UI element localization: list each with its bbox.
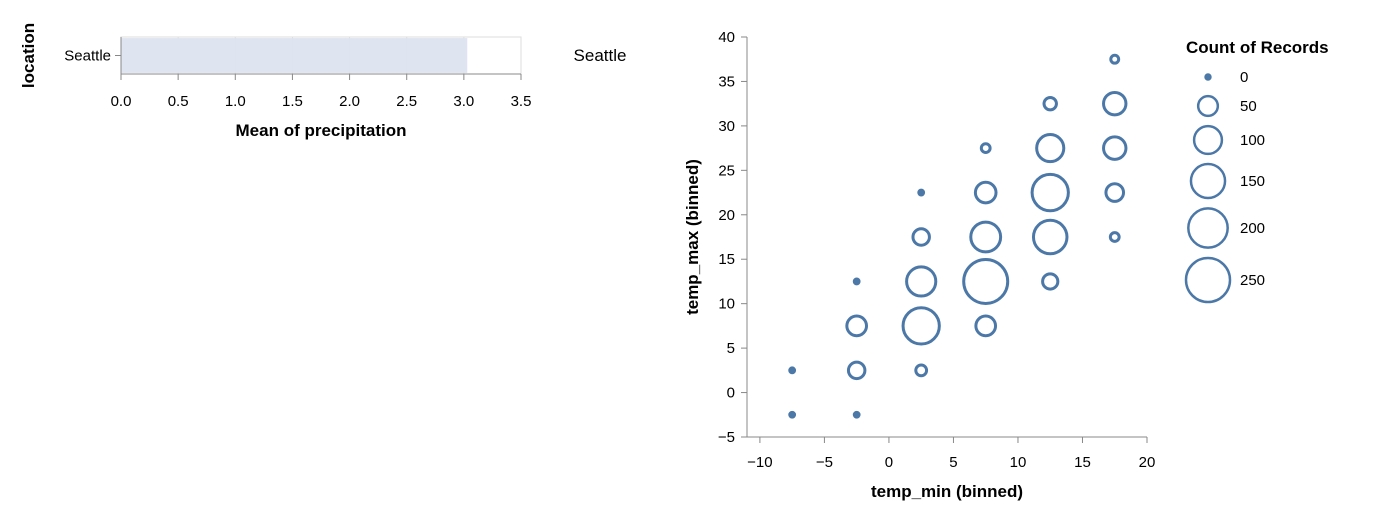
scatter-point <box>1109 53 1121 65</box>
scatter-point <box>911 227 931 247</box>
scatter-x-tick-label: 10 <box>1010 454 1027 471</box>
scatter-point <box>917 188 926 197</box>
legend-label: 250 <box>1240 272 1265 289</box>
legend-symbol <box>1192 124 1224 156</box>
scatter-y-tick-label: 15 <box>718 251 735 268</box>
bar-y-tick-label: Seattle <box>64 48 111 65</box>
scatter-y-tick-label: 5 <box>727 340 735 357</box>
precipitation-bar-seattle <box>121 38 468 73</box>
scatter-point <box>973 180 998 205</box>
scatter-x-axis: −10 −5 0 5 10 15 20 <box>747 436 1156 471</box>
legend-label: 0 <box>1240 69 1248 86</box>
scatter-point <box>974 314 998 338</box>
scatter-point <box>914 363 929 378</box>
bar-x-tick-label: 0.0 <box>111 93 132 110</box>
scatter-point <box>852 277 861 286</box>
scatter-point <box>1108 231 1121 243</box>
scatter-y-tick-label: 35 <box>718 73 735 90</box>
legend-title: Count of Records <box>1186 38 1329 57</box>
bar-x-tick-label: 3.5 <box>511 93 532 110</box>
scatter-point <box>979 142 992 155</box>
scatter-point <box>962 257 1010 305</box>
bar-x-tick-label: 2.5 <box>396 93 417 110</box>
scatter-x-tick-label: 5 <box>949 454 957 471</box>
bar-x-tick-label: 1.5 <box>282 93 303 110</box>
bar-chart-x-axis: 0.0 0.5 1.0 1.5 2.0 2.5 3.0 3.5 <box>111 73 532 110</box>
legend-symbol <box>1204 73 1212 81</box>
scatter-y-axis: −5 0 5 10 15 20 25 30 35 40 <box>718 29 748 446</box>
facet-label-seattle: Seattle <box>574 46 627 65</box>
legend-label: 200 <box>1240 220 1265 237</box>
precipitation-bar-chart: 0.0 0.5 1.0 1.5 2.0 2.5 3.0 3.5 Seattle Mean of… <box>19 23 531 140</box>
scatter-y-axis-title: temp_max (binned) <box>683 159 702 315</box>
scatter-x-tick-label: 20 <box>1139 454 1156 471</box>
size-legend: Count of Records 0 50 100 150 200 250 <box>1184 38 1329 304</box>
legend-label: 100 <box>1240 132 1265 149</box>
scatter-x-tick-label: −5 <box>816 454 833 471</box>
legend-symbol <box>1187 207 1229 249</box>
legend-symbol <box>1184 256 1232 304</box>
bar-chart-y-axis: Seattle <box>64 37 122 74</box>
scatter-y-tick-label: 10 <box>718 296 735 313</box>
scatter-point <box>788 410 797 419</box>
scatter-point <box>788 366 797 375</box>
scatter-point <box>1035 133 1066 164</box>
scatter-point <box>1031 218 1069 256</box>
scatter-point <box>901 306 941 346</box>
scatter-x-tick-label: −10 <box>747 454 772 471</box>
legend-label: 150 <box>1240 173 1265 190</box>
scatter-point <box>846 360 867 381</box>
scatter-point <box>1030 172 1070 213</box>
scatter-y-tick-label: 20 <box>718 207 735 224</box>
legend-items: 0 50 100 150 200 250 <box>1184 69 1265 304</box>
scatter-y-tick-label: −5 <box>718 429 735 446</box>
scatter-point <box>905 265 938 298</box>
legend-symbol <box>1196 94 1220 118</box>
bar-x-tick-label: 1.0 <box>225 93 246 110</box>
scatter-point <box>1102 135 1128 161</box>
bar-chart-y-axis-title: location <box>19 23 38 88</box>
bar-x-tick-label: 0.5 <box>168 93 189 110</box>
scatter-x-tick-label: 0 <box>885 454 893 471</box>
legend-symbol <box>1189 162 1227 200</box>
scatter-y-tick-label: 0 <box>727 385 735 402</box>
bar-chart-x-axis-title: Mean of precipitation <box>236 121 407 140</box>
temperature-bubble-chart: −10 −5 0 5 10 15 20 −5 0 5 10 15 20 25 30 35 40 temp_mi… <box>683 29 1155 501</box>
scatter-point <box>969 220 1003 254</box>
scatter-point <box>1104 182 1126 203</box>
bar-chart-marks <box>121 38 468 73</box>
scatter-marks <box>788 53 1128 419</box>
bar-x-tick-label: 3.0 <box>453 93 474 110</box>
scatter-y-tick-label: 40 <box>718 29 735 46</box>
scatter-point <box>1042 95 1058 112</box>
scatter-y-tick-label: 25 <box>718 162 735 179</box>
scatter-x-tick-label: 15 <box>1074 454 1091 471</box>
scatter-point <box>1102 90 1128 117</box>
scatter-point <box>1041 272 1060 291</box>
scatter-y-tick-label: 30 <box>718 118 735 135</box>
scatter-x-axis-title: temp_min (binned) <box>871 482 1023 501</box>
scatter-point <box>845 314 869 338</box>
bar-x-tick-label: 2.0 <box>339 93 360 110</box>
scatter-point <box>852 410 861 419</box>
legend-label: 50 <box>1240 98 1257 115</box>
